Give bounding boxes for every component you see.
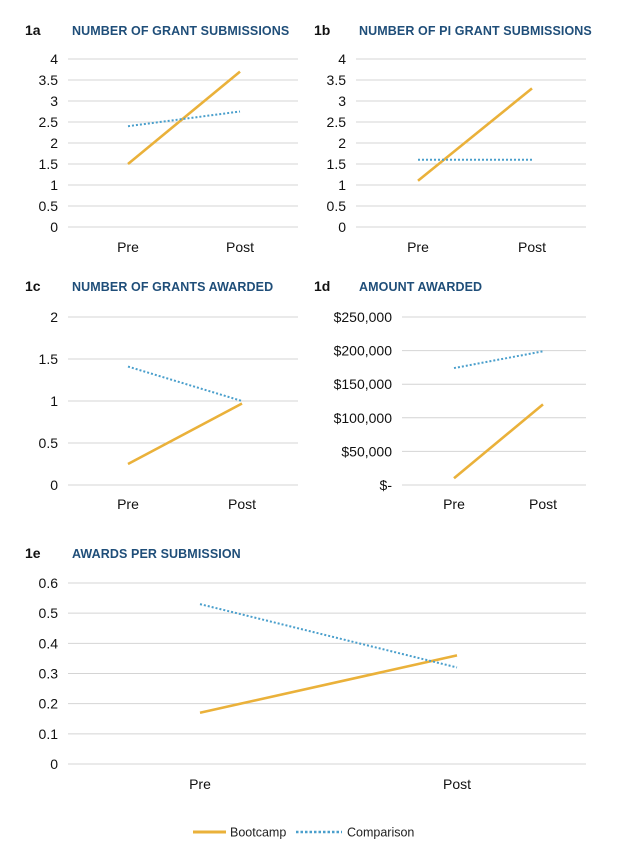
series-line-1a-comparison xyxy=(127,110,241,128)
series-line-1a-bootcamp xyxy=(127,70,241,166)
y-tick-label-1a-6: 3 xyxy=(50,93,58,109)
x-tick-label-1d-post: Post xyxy=(529,496,557,512)
y-tick-label-1c-4: 2 xyxy=(50,309,58,325)
series-line-1c-bootcamp xyxy=(127,402,243,466)
chart-title-1a: NUMBER OF GRANT SUBMISSIONS xyxy=(72,24,289,38)
y-tick-label-1a-4: 2 xyxy=(50,135,58,151)
y-tick-label-1a-1: 0.5 xyxy=(39,198,59,214)
y-tick-label-1c-0: 0 xyxy=(50,477,58,493)
chart-1a: 1a NUMBER OF GRANT SUBMISSIONS 0 0.5 1 1.5 2 2.… xyxy=(25,22,298,255)
y-tick-label-1b-0: 0 xyxy=(338,219,346,235)
chart-title-1e: AWARDS PER SUBMISSION xyxy=(72,547,241,561)
y-tick-label-1b-1: 0.5 xyxy=(327,198,347,214)
panel-id-1c: 1c xyxy=(25,278,41,294)
y-tick-label-1b-5: 2.5 xyxy=(327,114,347,130)
series-line-1b-bootcamp xyxy=(417,87,533,182)
chart-1b: 1b NUMBER OF PI GRANT SUBMISSIONS 0 0.5 1 1.5… xyxy=(314,22,592,255)
y-tick-label-1a-2: 1 xyxy=(50,177,58,193)
y-tick-label-1e-5: 0.5 xyxy=(39,605,59,621)
chart-title-1d: AMOUNT AWARDED xyxy=(359,280,482,294)
x-tick-label-1e-pre: Pre xyxy=(189,776,211,792)
y-tick-label-1e-3: 0.3 xyxy=(39,666,59,682)
y-tick-label-1b-4: 2 xyxy=(338,135,346,151)
x-tick-label-1b-post: Post xyxy=(518,239,546,255)
panel-id-1d: 1d xyxy=(314,278,330,294)
x-tick-label-1c-pre: Pre xyxy=(117,496,139,512)
series-line-1d-comparison xyxy=(453,350,544,370)
y-tick-label-1e-4: 0.4 xyxy=(39,635,59,651)
y-tick-label-1e-0: 0 xyxy=(50,756,58,772)
y-tick-label-1d-2: $100,000 xyxy=(334,410,393,426)
y-tick-label-1b-3: 1.5 xyxy=(327,156,347,172)
y-tick-label-1b-6: 3 xyxy=(338,93,346,109)
legend: Bootcamp Comparison xyxy=(193,826,414,840)
x-tick-label-1e-post: Post xyxy=(443,776,471,792)
x-tick-label-1d-pre: Pre xyxy=(443,496,465,512)
y-tick-label-1a-0: 0 xyxy=(50,219,58,235)
y-tick-label-1d-1: $50,000 xyxy=(341,443,392,459)
y-tick-label-1d-5: $250,000 xyxy=(334,309,393,325)
chart-title-1c: NUMBER OF GRANTS AWARDED xyxy=(72,280,273,294)
x-tick-label-1a-post: Post xyxy=(226,239,254,255)
y-tick-label-1c-3: 1.5 xyxy=(39,351,59,367)
panel-id-1e: 1e xyxy=(25,545,41,561)
panel-id-1a: 1a xyxy=(25,22,41,38)
series-line-1d-bootcamp xyxy=(453,403,544,480)
y-tick-label-1d-0: $- xyxy=(380,477,393,493)
legend-label-bootcamp: Bootcamp xyxy=(230,826,286,840)
y-tick-label-1e-2: 0.2 xyxy=(39,696,59,712)
y-tick-label-1a-8: 4 xyxy=(50,51,58,67)
panel-id-1b: 1b xyxy=(314,22,330,38)
chart-1d: 1d AMOUNT AWARDED $- $50,000 $100,000 $150,00… xyxy=(314,278,586,512)
chart-title-1b: NUMBER OF PI GRANT SUBMISSIONS xyxy=(359,24,592,38)
y-tick-label-1b-7: 3.5 xyxy=(327,72,347,88)
y-tick-label-1c-2: 1 xyxy=(50,393,58,409)
chart-1c: 1c NUMBER OF GRANTS AWARDED 0 0.5 1 1.5 2 Pre Po… xyxy=(25,278,298,512)
y-tick-label-1d-3: $150,000 xyxy=(334,376,393,392)
y-tick-label-1a-3: 1.5 xyxy=(39,156,59,172)
series-line-1e-comparison xyxy=(199,603,458,669)
y-tick-label-1b-8: 4 xyxy=(338,51,346,67)
x-tick-label-1c-post: Post xyxy=(228,496,256,512)
y-tick-label-1e-6: 0.6 xyxy=(39,575,59,591)
y-tick-label-1d-4: $200,000 xyxy=(334,343,393,359)
series-line-1c-comparison xyxy=(127,365,243,402)
y-tick-label-1a-5: 2.5 xyxy=(39,114,59,130)
y-tick-label-1b-2: 1 xyxy=(338,177,346,193)
x-tick-label-1b-pre: Pre xyxy=(407,239,429,255)
legend-label-comparison: Comparison xyxy=(347,826,414,840)
chart-1e: 1e AWARDS PER SUBMISSION 0 0.1 0.2 0.3 0.4 0.5 0… xyxy=(25,545,586,792)
x-tick-label-1a-pre: Pre xyxy=(117,239,139,255)
y-tick-label-1e-1: 0.1 xyxy=(39,726,59,742)
y-tick-label-1a-7: 3.5 xyxy=(39,72,59,88)
series-line-1e-bootcamp xyxy=(199,654,458,714)
y-tick-label-1c-1: 0.5 xyxy=(39,435,59,451)
